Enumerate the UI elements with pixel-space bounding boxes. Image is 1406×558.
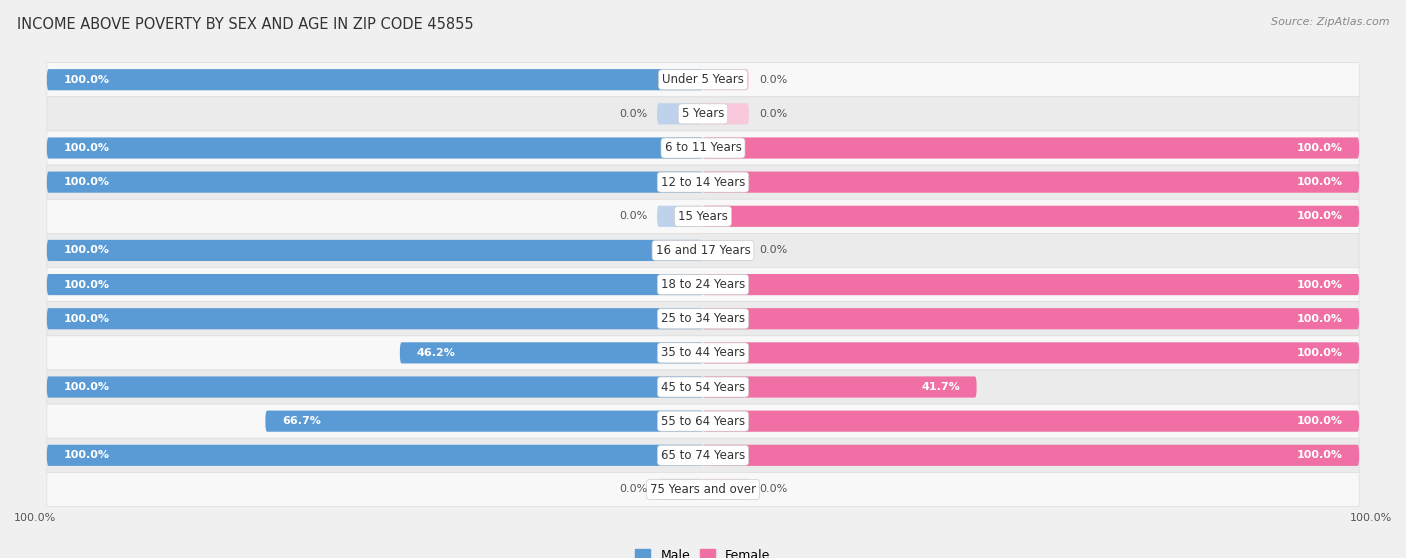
Text: 100.0%: 100.0% [1296, 416, 1343, 426]
Text: 0.0%: 0.0% [619, 211, 647, 222]
Text: 100.0%: 100.0% [63, 450, 110, 460]
Text: 75 Years and over: 75 Years and over [650, 483, 756, 496]
Text: 15 Years: 15 Years [678, 210, 728, 223]
FancyBboxPatch shape [657, 103, 703, 124]
Text: 55 to 64 Years: 55 to 64 Years [661, 415, 745, 427]
FancyBboxPatch shape [46, 308, 703, 329]
Legend: Male, Female: Male, Female [630, 543, 776, 558]
Text: 0.0%: 0.0% [759, 109, 787, 119]
Text: 65 to 74 Years: 65 to 74 Years [661, 449, 745, 462]
Text: 100.0%: 100.0% [63, 280, 110, 290]
FancyBboxPatch shape [46, 62, 1360, 97]
FancyBboxPatch shape [703, 377, 977, 398]
FancyBboxPatch shape [46, 240, 703, 261]
FancyBboxPatch shape [46, 267, 1360, 302]
Text: 0.0%: 0.0% [619, 484, 647, 494]
FancyBboxPatch shape [266, 411, 703, 432]
Text: 0.0%: 0.0% [759, 246, 787, 256]
Text: 16 and 17 Years: 16 and 17 Years [655, 244, 751, 257]
Text: 6 to 11 Years: 6 to 11 Years [665, 142, 741, 155]
FancyBboxPatch shape [657, 206, 703, 227]
FancyBboxPatch shape [46, 97, 1360, 131]
Text: 100.0%: 100.0% [1296, 314, 1343, 324]
FancyBboxPatch shape [46, 404, 1360, 438]
Text: 18 to 24 Years: 18 to 24 Years [661, 278, 745, 291]
FancyBboxPatch shape [703, 240, 749, 261]
FancyBboxPatch shape [703, 342, 1360, 363]
Text: 100.0%: 100.0% [1296, 348, 1343, 358]
FancyBboxPatch shape [46, 302, 1360, 336]
Text: 100.0%: 100.0% [63, 382, 110, 392]
FancyBboxPatch shape [46, 199, 1360, 233]
FancyBboxPatch shape [657, 479, 703, 500]
Text: 100.0%: 100.0% [63, 246, 110, 256]
Text: 35 to 44 Years: 35 to 44 Years [661, 347, 745, 359]
FancyBboxPatch shape [703, 206, 1360, 227]
Text: 100.0%: 100.0% [1296, 211, 1343, 222]
Text: 100.0%: 100.0% [1296, 450, 1343, 460]
FancyBboxPatch shape [703, 274, 1360, 295]
FancyBboxPatch shape [46, 473, 1360, 507]
FancyBboxPatch shape [703, 411, 1360, 432]
FancyBboxPatch shape [46, 233, 1360, 267]
FancyBboxPatch shape [46, 377, 703, 398]
Text: Under 5 Years: Under 5 Years [662, 73, 744, 86]
Text: 66.7%: 66.7% [281, 416, 321, 426]
FancyBboxPatch shape [46, 445, 703, 466]
Text: 100.0%: 100.0% [1296, 143, 1343, 153]
Text: Source: ZipAtlas.com: Source: ZipAtlas.com [1271, 17, 1389, 27]
FancyBboxPatch shape [703, 103, 749, 124]
FancyBboxPatch shape [46, 438, 1360, 473]
FancyBboxPatch shape [703, 137, 1360, 158]
Text: 0.0%: 0.0% [759, 484, 787, 494]
Text: 100.0%: 100.0% [63, 75, 110, 85]
Text: 100.0%: 100.0% [1296, 280, 1343, 290]
FancyBboxPatch shape [46, 165, 1360, 199]
FancyBboxPatch shape [46, 131, 1360, 165]
Text: 25 to 34 Years: 25 to 34 Years [661, 312, 745, 325]
Text: 100.0%: 100.0% [63, 177, 110, 187]
Text: 100.0%: 100.0% [63, 314, 110, 324]
Text: 46.2%: 46.2% [416, 348, 456, 358]
Text: 100.0%: 100.0% [1296, 177, 1343, 187]
FancyBboxPatch shape [46, 370, 1360, 404]
FancyBboxPatch shape [703, 171, 1360, 193]
Text: 41.7%: 41.7% [921, 382, 960, 392]
FancyBboxPatch shape [703, 479, 749, 500]
FancyBboxPatch shape [46, 336, 1360, 370]
FancyBboxPatch shape [703, 69, 749, 90]
FancyBboxPatch shape [399, 342, 703, 363]
Text: 5 Years: 5 Years [682, 107, 724, 121]
Text: 100.0%: 100.0% [63, 143, 110, 153]
Text: 12 to 14 Years: 12 to 14 Years [661, 176, 745, 189]
FancyBboxPatch shape [703, 308, 1360, 329]
FancyBboxPatch shape [46, 69, 703, 90]
FancyBboxPatch shape [46, 274, 703, 295]
FancyBboxPatch shape [703, 445, 1360, 466]
Text: INCOME ABOVE POVERTY BY SEX AND AGE IN ZIP CODE 45855: INCOME ABOVE POVERTY BY SEX AND AGE IN Z… [17, 17, 474, 32]
FancyBboxPatch shape [46, 171, 703, 193]
Text: 100.0%: 100.0% [14, 513, 56, 523]
FancyBboxPatch shape [46, 137, 703, 158]
Text: 100.0%: 100.0% [1350, 513, 1392, 523]
Text: 0.0%: 0.0% [759, 75, 787, 85]
Text: 0.0%: 0.0% [619, 109, 647, 119]
Text: 45 to 54 Years: 45 to 54 Years [661, 381, 745, 393]
